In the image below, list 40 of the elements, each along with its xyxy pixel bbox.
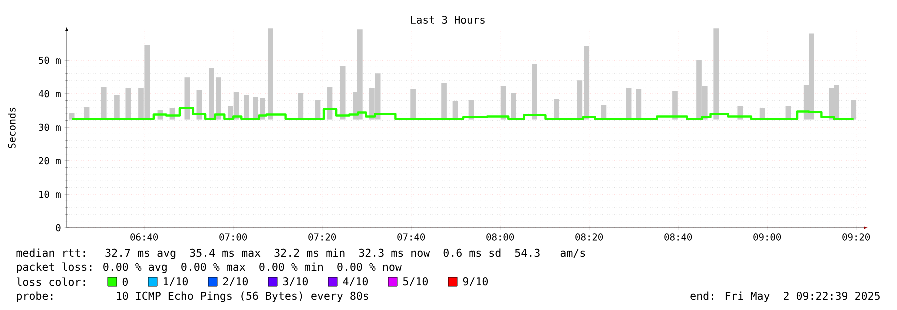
legend-label: 9/10 [463, 277, 488, 287]
legend-label: 2/10 [224, 277, 248, 287]
bar [298, 93, 304, 120]
x-tick-label: 07:40 [398, 234, 426, 241]
text: end: Fri May 2 09:22:39 2025 [690, 292, 880, 302]
bar [672, 91, 678, 120]
bar [851, 100, 857, 120]
y-tick-label: 30 m [39, 124, 61, 132]
legend-label: 4/10 [343, 277, 368, 287]
x-tick-label: 08:00 [486, 234, 514, 241]
y-axis-title: Seconds [8, 108, 16, 148]
text: loss color: [17, 278, 86, 286]
x-tick-label: 07:00 [220, 234, 248, 241]
x-tick-label: 09:20 [842, 234, 870, 241]
x-tick-label: 09:00 [754, 234, 782, 241]
legend-label: 5/10 [403, 277, 428, 287]
bar [101, 87, 107, 120]
y-tick-label: 40 m [38, 90, 61, 98]
legend-label: 3/10 [283, 277, 308, 287]
text: probe: 10 ICMP Echo Pings (56 Bytes) every 80s [17, 292, 368, 302]
bar [244, 95, 250, 120]
legend-label: 0 [122, 278, 128, 286]
y-tick-label: 10 m [40, 190, 61, 198]
bar [184, 78, 190, 120]
bar [442, 83, 447, 120]
y-tick-label: 0 [56, 224, 61, 232]
text: packet loss: 0.00 % avg 0.00 % max 0.00 % min 0.00 % now [17, 262, 402, 274]
y-tick-label: 20 m [39, 157, 61, 165]
text: median rtt: 32.7 ms avg 35.4 ms max 32.2 ms min 32.3 ms now 0.6 ms sd 54.3 am/s [16, 248, 586, 260]
x-tick-label: 08:40 [664, 234, 692, 241]
bar [114, 95, 120, 120]
x-tick-label: 06:40 [130, 234, 158, 241]
chart-title: Last 3 Hours [411, 16, 485, 24]
legend-label: 1/10 [164, 277, 188, 287]
x-tick-label: 08:20 [576, 234, 604, 241]
x-tick-label: 07:20 [308, 234, 336, 241]
y-tick-label: 50 m [39, 56, 61, 64]
bar [410, 89, 416, 120]
bar [511, 93, 516, 120]
bar [126, 88, 132, 120]
